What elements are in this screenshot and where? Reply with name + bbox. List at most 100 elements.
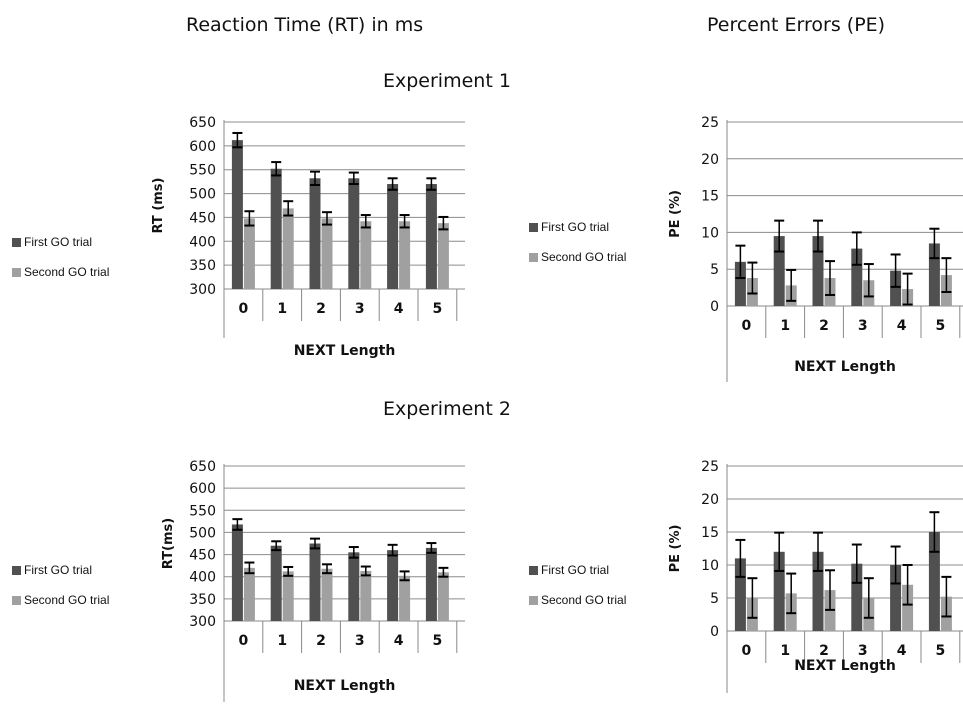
bar-first-go bbox=[387, 184, 399, 289]
y-tick-label: 400 bbox=[189, 570, 216, 586]
x-axis-label: NEXT Length bbox=[794, 359, 896, 375]
x-tick-label: 5 bbox=[433, 301, 443, 317]
legend-swatch-second bbox=[529, 252, 538, 262]
bar-second-go bbox=[243, 567, 255, 621]
bar-second-go bbox=[321, 568, 333, 621]
bar-first-go bbox=[231, 140, 243, 289]
legend-exp1-pe: First GO trial Second GO trial bbox=[529, 220, 626, 280]
bar-second-go bbox=[360, 221, 372, 289]
y-tick-label: 650 bbox=[189, 115, 216, 131]
chart-1: 300 350 400 450 500 550 600 650 0 1 2 3 4 5 NEXT Lengt… bbox=[151, 115, 465, 359]
bar-first-go bbox=[928, 243, 940, 306]
bar-first-go bbox=[309, 178, 321, 289]
x-axis-label: NEXT Length bbox=[794, 658, 896, 674]
rt-column-title: Reaction Time (RT) in ms bbox=[186, 14, 424, 36]
y-tick-label: 350 bbox=[189, 592, 216, 608]
y-tick-label: 600 bbox=[189, 481, 216, 497]
legend-exp2-rt: First GO trial Second GO trial bbox=[12, 563, 109, 623]
bar-second-go bbox=[243, 218, 255, 289]
legend-label-first: First GO trial bbox=[24, 563, 92, 577]
legend-label-first: First GO trial bbox=[541, 563, 609, 577]
y-tick-label: 15 bbox=[701, 189, 719, 205]
y-tick-label: 10 bbox=[701, 225, 719, 241]
x-tick-label: 4 bbox=[897, 643, 907, 659]
y-tick-label: 550 bbox=[189, 163, 216, 179]
y-tick-label: 500 bbox=[189, 187, 216, 203]
y-tick-label: 600 bbox=[189, 139, 216, 155]
bar-first-go bbox=[890, 565, 902, 631]
x-tick-label: 1 bbox=[277, 633, 287, 649]
bar-first-go bbox=[348, 178, 360, 289]
x-tick-label: 1 bbox=[780, 318, 790, 334]
legend-swatch-first bbox=[529, 565, 538, 575]
y-tick-label: 650 bbox=[189, 459, 216, 475]
x-tick-label: 0 bbox=[239, 633, 249, 649]
x-tick-label: 3 bbox=[355, 633, 365, 649]
bar-second-go bbox=[399, 575, 411, 621]
x-tick-label: 1 bbox=[780, 643, 790, 659]
y-tick-label: 20 bbox=[701, 152, 719, 168]
bar-first-go bbox=[270, 168, 282, 289]
legend-item-first: First GO trial bbox=[12, 235, 109, 249]
bar-second-go bbox=[437, 572, 449, 621]
bar-second-go bbox=[399, 221, 411, 289]
legend-swatch-first bbox=[12, 237, 21, 247]
legend-label-second: Second GO trial bbox=[24, 265, 110, 279]
x-tick-label: 4 bbox=[394, 633, 404, 649]
bar-first-go bbox=[851, 563, 863, 631]
bar-second-go bbox=[437, 223, 449, 289]
y-tick-label: 5 bbox=[710, 591, 719, 607]
chart-3: 300 350 400 450 500 550 600 650 0 1 2 3 4 5 NEXT Lengt… bbox=[161, 459, 465, 702]
legend-item-first: First GO trial bbox=[12, 563, 109, 577]
legend-label-first: First GO trial bbox=[541, 220, 609, 234]
x-tick-label: 3 bbox=[858, 318, 868, 334]
bar-first-go bbox=[231, 524, 243, 621]
bar-first-go bbox=[812, 551, 824, 631]
bar-first-go bbox=[425, 547, 437, 621]
legend-item-second: Second GO trial bbox=[529, 250, 626, 264]
y-tick-label: 400 bbox=[189, 234, 216, 250]
bar-first-go bbox=[734, 261, 746, 306]
x-tick-label: 4 bbox=[897, 318, 907, 334]
bar-first-go bbox=[348, 552, 360, 621]
bar-first-go bbox=[425, 184, 437, 289]
x-axis-label: NEXT Length bbox=[294, 343, 396, 359]
y-tick-label: 20 bbox=[701, 492, 719, 508]
y-axis-label: PE (%) bbox=[668, 190, 683, 238]
x-tick-label: 4 bbox=[394, 301, 404, 317]
y-tick-label: 450 bbox=[189, 548, 216, 564]
x-axis-label: NEXT Length bbox=[294, 678, 396, 694]
x-tick-label: 2 bbox=[316, 301, 326, 317]
y-tick-label: 15 bbox=[701, 525, 719, 541]
bar-first-go bbox=[734, 558, 746, 631]
x-tick-label: 3 bbox=[355, 301, 365, 317]
legend-swatch-first bbox=[529, 222, 538, 232]
x-tick-label: 0 bbox=[239, 301, 249, 317]
x-tick-label: 5 bbox=[433, 633, 443, 649]
x-tick-label: 0 bbox=[742, 318, 752, 334]
legend-exp2-pe: First GO trial Second GO trial bbox=[529, 563, 626, 623]
chart-2: 0 5 10 15 20 25 0 1 2 3 4 5 NEXT Length PE (%) bbox=[668, 115, 963, 382]
legend-label-first: First GO trial bbox=[24, 235, 92, 249]
bar-first-go bbox=[890, 270, 902, 306]
x-tick-label: 2 bbox=[819, 318, 829, 334]
bar-second-go bbox=[321, 218, 333, 289]
y-tick-label: 0 bbox=[710, 624, 719, 640]
y-tick-label: 10 bbox=[701, 558, 719, 574]
experiment-2-title: Experiment 2 bbox=[383, 398, 511, 420]
legend-swatch-first bbox=[12, 565, 21, 575]
legend-item-second: Second GO trial bbox=[12, 593, 109, 607]
x-tick-label: 5 bbox=[936, 643, 946, 659]
y-tick-label: 450 bbox=[189, 210, 216, 226]
y-tick-label: 0 bbox=[710, 299, 719, 315]
y-tick-label: 5 bbox=[710, 262, 719, 278]
legend-swatch-second bbox=[12, 267, 21, 277]
chart-4: 0 5 10 15 20 25 0 1 2 3 4 5 NEXT Length PE (%) bbox=[668, 459, 963, 693]
legend-item-first: First GO trial bbox=[529, 563, 626, 577]
bar-first-go bbox=[812, 236, 824, 306]
y-tick-label: 300 bbox=[189, 282, 216, 298]
x-tick-label: 3 bbox=[858, 643, 868, 659]
legend-item-second: Second GO trial bbox=[12, 265, 109, 279]
y-axis-label: RT(ms) bbox=[161, 518, 176, 569]
